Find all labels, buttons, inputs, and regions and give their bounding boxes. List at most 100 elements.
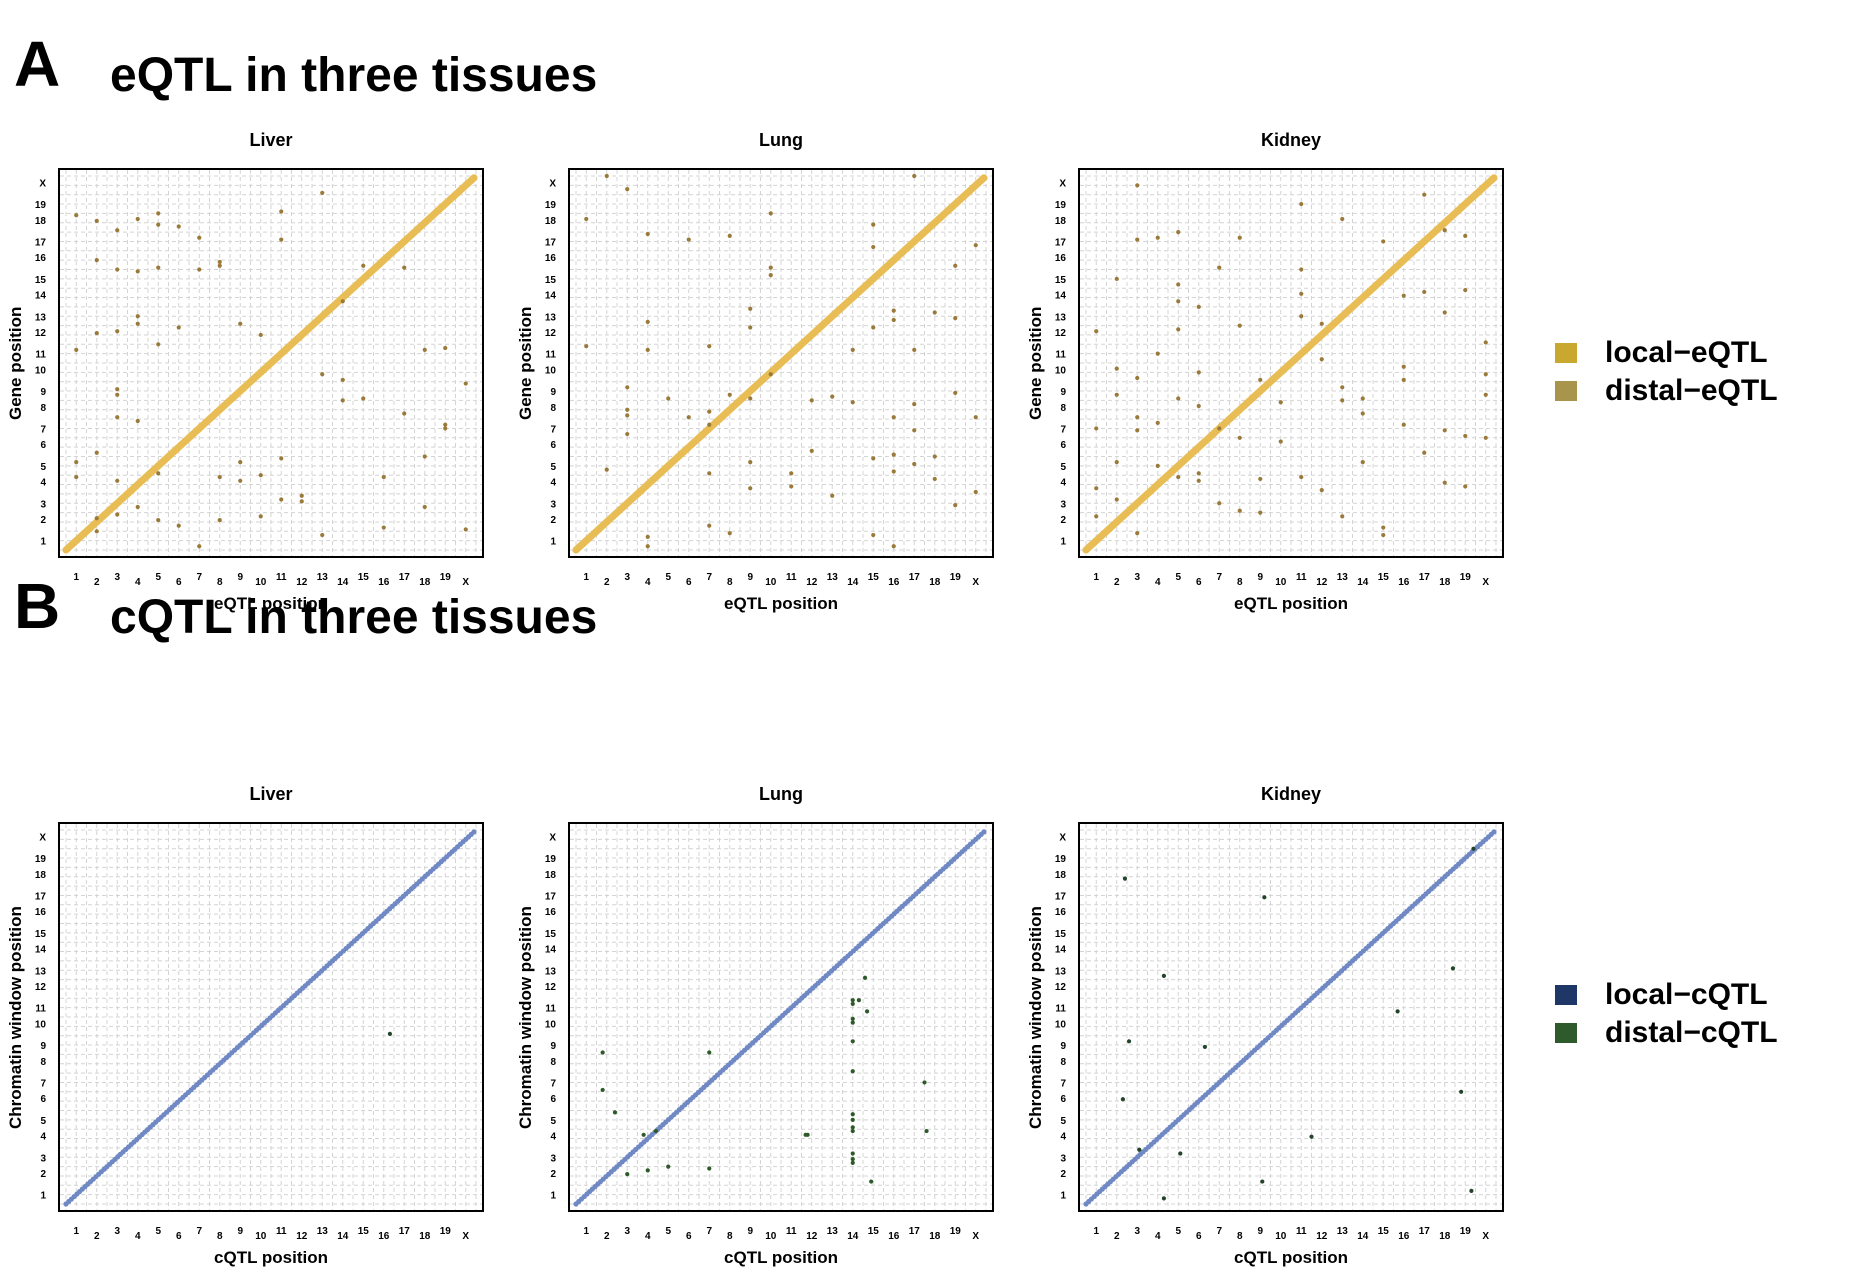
x-tick-label: 14 xyxy=(337,577,349,588)
distal-point xyxy=(156,471,161,476)
y-tick-label: 17 xyxy=(545,891,557,902)
distal-point xyxy=(156,211,161,216)
x-tick-label: 5 xyxy=(155,1226,161,1237)
y-tick-label: 10 xyxy=(545,1019,557,1030)
distal-point xyxy=(912,428,917,433)
distal-point xyxy=(320,532,325,538)
x-tick-label: 19 xyxy=(440,572,452,583)
distal-point xyxy=(850,1069,855,1074)
distal-point xyxy=(1137,1147,1142,1152)
x-tick-label: 3 xyxy=(624,572,630,583)
x-tick-label: 9 xyxy=(1257,1226,1263,1237)
distal-point xyxy=(176,224,181,229)
distal-point xyxy=(707,1050,712,1055)
distal-point xyxy=(850,1160,855,1165)
distal-point xyxy=(217,263,222,268)
distal-point xyxy=(850,1125,855,1130)
x-tick-label: 2 xyxy=(604,577,610,588)
y-tick-label: 1 xyxy=(550,1191,556,1202)
x-tick-label: 1 xyxy=(583,572,589,583)
x-tick-label: 5 xyxy=(1175,572,1181,583)
distal-point xyxy=(1442,480,1447,485)
distal-point xyxy=(361,396,366,401)
distal-point xyxy=(135,269,140,274)
distal-point xyxy=(809,448,814,453)
distal-point xyxy=(1309,1134,1314,1139)
distal-point xyxy=(1217,426,1222,431)
distal-point xyxy=(1120,1097,1125,1102)
distal-point xyxy=(1094,426,1099,431)
distal-point xyxy=(1422,192,1427,197)
distal-point xyxy=(789,471,794,476)
distal-point xyxy=(463,527,468,532)
x-tick-label: 10 xyxy=(765,1231,777,1242)
distal-point xyxy=(1202,1044,1207,1050)
x-tick-label: 8 xyxy=(217,577,223,588)
plot-frame xyxy=(568,822,994,1212)
distal-point xyxy=(932,310,937,315)
distal-point xyxy=(666,1164,671,1169)
distal-point xyxy=(1122,876,1128,881)
distal-point xyxy=(953,316,958,321)
distal-point xyxy=(645,319,650,324)
distal-point xyxy=(932,454,937,459)
grid xyxy=(570,824,992,1210)
y-tick-label: 11 xyxy=(1055,350,1066,361)
y-tick-label: 13 xyxy=(1055,312,1067,323)
distal-point xyxy=(1114,497,1119,502)
x-tick-label: 10 xyxy=(255,1231,267,1242)
distal-point xyxy=(862,975,868,980)
y-tick-label: 12 xyxy=(1055,328,1067,339)
distal-point xyxy=(1278,400,1283,405)
plot-frame xyxy=(568,168,994,558)
y-tick-label: 11 xyxy=(1055,1004,1066,1015)
x-tick-label: 16 xyxy=(888,1231,900,1242)
distal-point xyxy=(645,347,650,353)
distal-point xyxy=(871,532,876,538)
y-tick-label: 8 xyxy=(1060,1057,1066,1068)
x-tick-label: 5 xyxy=(665,572,671,583)
x-tick-label: 18 xyxy=(929,577,941,588)
x-tick-label: 11 xyxy=(1296,1226,1307,1237)
x-tick-label: 12 xyxy=(296,1231,308,1242)
x-tick-label: 6 xyxy=(1196,577,1202,588)
distal-point xyxy=(74,213,79,218)
distal-point xyxy=(1114,460,1119,465)
distal-point xyxy=(645,544,650,549)
y-tick-label: 5 xyxy=(550,1116,556,1127)
local-points xyxy=(1082,174,1498,554)
distal-point xyxy=(1360,396,1365,401)
y-tick-label: 19 xyxy=(1055,854,1067,865)
distal-point xyxy=(156,265,161,270)
distal-point xyxy=(1340,216,1345,222)
distal-point xyxy=(1260,1179,1265,1184)
x-axis-label-eqtl-lung: eQTL position xyxy=(724,594,838,613)
y-tick-label: 10 xyxy=(1055,1019,1067,1030)
distal-point xyxy=(850,347,855,353)
distal-point xyxy=(361,263,366,268)
y-tick-label: X xyxy=(549,178,556,189)
panel-title-cqtl-liver: Liver xyxy=(249,784,293,804)
distal-point xyxy=(135,504,140,510)
distal-point xyxy=(94,516,99,521)
distal-point xyxy=(1155,351,1160,356)
distal-point xyxy=(381,474,386,480)
distal-points xyxy=(600,975,929,1184)
distal-point xyxy=(402,411,407,416)
y-tick-label: 4 xyxy=(550,1132,556,1143)
distal-point xyxy=(850,1112,855,1117)
distal-point xyxy=(135,216,140,222)
y-tick-label: 3 xyxy=(40,499,46,510)
grid xyxy=(60,170,482,556)
distal-point xyxy=(74,347,79,353)
distal-point xyxy=(279,209,284,214)
distal-point xyxy=(891,415,896,420)
y-tick-label: 3 xyxy=(1060,1153,1066,1164)
y-tick-label: 2 xyxy=(40,515,46,526)
distal-point xyxy=(707,1166,712,1171)
x-tick-label: 6 xyxy=(686,1231,692,1242)
distal-point xyxy=(1258,510,1263,515)
distal-point xyxy=(924,1128,929,1134)
y-tick-label: 6 xyxy=(550,440,556,451)
distal-point xyxy=(871,222,876,227)
